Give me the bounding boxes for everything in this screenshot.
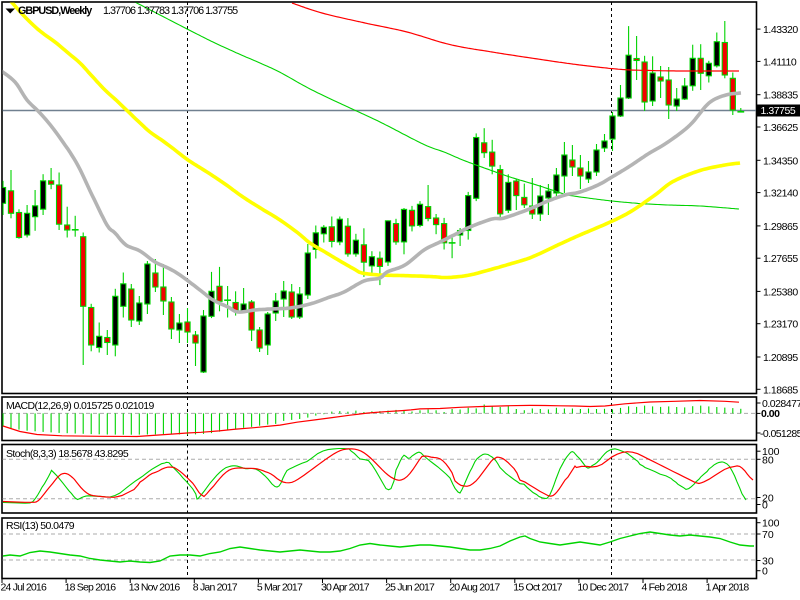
svg-text:30 Apr 2017: 30 Apr 2017 (321, 582, 370, 594)
svg-text:80: 80 (762, 454, 774, 466)
svg-text:20: 20 (762, 493, 774, 505)
svg-text:1.37706 1.37783 1.37706 1.3775: 1.37706 1.37783 1.37706 1.37755 (103, 5, 238, 17)
svg-text:1.23170: 1.23170 (763, 319, 798, 331)
svg-text:100: 100 (762, 446, 780, 458)
svg-text:0.00: 0.00 (761, 408, 780, 420)
svg-text:1.27655: 1.27655 (763, 253, 798, 265)
svg-text:1.18685: 1.18685 (763, 384, 798, 396)
svg-text:1.34350: 1.34350 (763, 155, 798, 167)
svg-text:5 Mar 2017: 5 Mar 2017 (257, 582, 303, 594)
svg-text:30: 30 (762, 556, 774, 568)
svg-text:1.41110: 1.41110 (763, 56, 797, 68)
svg-text:GBPUSD,Weekly: GBPUSD,Weekly (18, 5, 92, 17)
svg-text:1.37755: 1.37755 (761, 105, 796, 117)
svg-text:1.32140: 1.32140 (763, 188, 798, 200)
svg-text:1.36625: 1.36625 (763, 122, 798, 134)
svg-text:15 Oct 2017: 15 Oct 2017 (513, 582, 562, 594)
svg-text:0.028477: 0.028477 (762, 398, 800, 410)
svg-text:20 Aug 2017: 20 Aug 2017 (449, 582, 500, 594)
svg-text:0: 0 (762, 566, 768, 578)
svg-text:18 Sep 2016: 18 Sep 2016 (65, 582, 117, 594)
svg-text:0: 0 (762, 500, 768, 512)
svg-text:4 Feb 2018: 4 Feb 2018 (642, 582, 688, 594)
svg-text:MACD(12,26,9) 0.015725 0.02101: MACD(12,26,9) 0.015725 0.021019 (6, 400, 155, 412)
svg-text:70: 70 (762, 529, 774, 541)
svg-text:1.43320: 1.43320 (763, 24, 798, 36)
svg-text:8 Jan 2017: 8 Jan 2017 (193, 582, 238, 594)
svg-text:1.20895: 1.20895 (763, 352, 798, 364)
svg-text:25 Jun 2017: 25 Jun 2017 (385, 582, 435, 594)
svg-text:Stoch(8,3,3) 18.5678 43.8295: Stoch(8,3,3) 18.5678 43.8295 (6, 448, 129, 460)
svg-text:24 Jul 2016: 24 Jul 2016 (1, 582, 47, 594)
svg-text:RSI(13) 50.0479: RSI(13) 50.0479 (6, 520, 75, 532)
svg-text:13 Nov 2016: 13 Nov 2016 (129, 582, 181, 594)
svg-text:1.29865: 1.29865 (763, 221, 798, 233)
svg-text:100: 100 (762, 518, 780, 530)
svg-text:1.38835: 1.38835 (763, 90, 798, 102)
svg-text:1.25380: 1.25380 (763, 286, 798, 298)
svg-text:-0.051285: -0.051285 (760, 428, 800, 440)
svg-text:1 Apr 2018: 1 Apr 2018 (706, 582, 750, 594)
svg-text:10 Dec 2017: 10 Dec 2017 (577, 582, 629, 594)
